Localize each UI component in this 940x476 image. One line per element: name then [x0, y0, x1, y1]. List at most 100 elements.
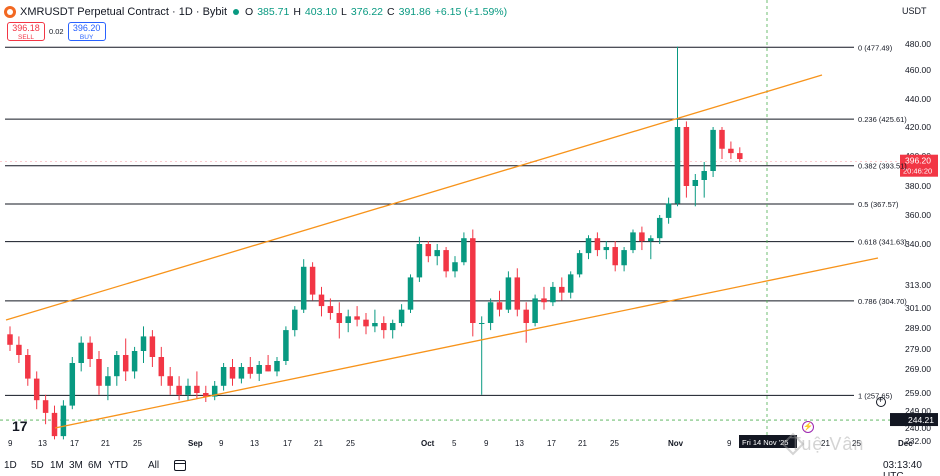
price-axis-label: 289.00 — [905, 323, 931, 333]
candle-body — [603, 247, 610, 251]
time-axis-label: Dec — [898, 439, 913, 448]
symbol-title[interactable]: XMRUSDT Perpetual Contract · 1D · Bybit — [20, 6, 228, 18]
candle-body — [594, 238, 601, 251]
candle-body — [443, 250, 449, 272]
timeframe-5d[interactable]: 5D — [31, 460, 44, 471]
candle-body — [229, 367, 236, 379]
change-value: +6.15 (+1.59%) — [434, 6, 508, 18]
price-axis-label: 232.00 — [905, 436, 931, 446]
lightning-icon[interactable]: ⚡ — [802, 421, 814, 433]
low-value: 376.22 — [350, 6, 384, 18]
candle-body — [274, 361, 280, 372]
price-axis-label: 249.00 — [905, 406, 931, 416]
last-price-text: 396.20 — [905, 156, 931, 166]
candle-body — [105, 376, 111, 386]
candle-body — [345, 316, 351, 323]
candle-body — [550, 286, 556, 303]
candle-body — [336, 313, 343, 323]
timeframe-3m[interactable]: 3M — [69, 460, 83, 471]
time-axis-label: 21 — [101, 439, 110, 448]
candle-body — [211, 385, 218, 397]
fib-level-label: 0.618 (341.63) — [858, 238, 907, 247]
candle-body — [487, 302, 494, 323]
candle-body — [354, 316, 360, 320]
price-axis-label: 340.00 — [905, 239, 931, 249]
candle-body — [265, 365, 271, 372]
calendar-icon[interactable] — [174, 460, 186, 471]
candle-body — [701, 171, 707, 180]
candle-body — [425, 244, 432, 257]
channel-upper-line — [5, 74, 823, 321]
candle-body — [407, 277, 414, 310]
candle-body — [372, 323, 378, 327]
candle-body — [585, 238, 592, 254]
price-axis-label: 360.00 — [905, 210, 931, 220]
timeframe-1m[interactable]: 1M — [50, 460, 64, 471]
buy-label: BUY — [79, 33, 94, 41]
time-axis-label: 25 — [852, 439, 861, 448]
candle-body — [683, 127, 690, 186]
candle-body — [158, 357, 165, 377]
candle-body — [470, 238, 476, 323]
time-axis-label: 13 — [250, 439, 259, 448]
crosshair-price-text: 244.21 — [908, 415, 934, 425]
price-axis-label: 420.00 — [905, 122, 931, 132]
candle-body — [149, 336, 156, 357]
open-value: 385.71 — [257, 6, 290, 18]
candle-body — [140, 336, 147, 351]
time-axis-label: 21 — [314, 439, 323, 448]
utc-clock[interactable]: 03:13:40 UTC — [883, 460, 922, 476]
time-axis-label: 25 — [610, 439, 619, 448]
buy-price: 396.20 — [72, 23, 101, 33]
candle-body — [612, 247, 618, 266]
monero-logo-icon — [4, 6, 16, 18]
fib-level-label: 0.786 (304.70) — [858, 297, 907, 306]
timeframe-1d[interactable]: 1D — [4, 460, 17, 471]
buy-button[interactable]: 396.20 BUY — [67, 22, 106, 41]
time-axis-label: 13 — [38, 439, 47, 448]
timeframe-ytd[interactable]: YTD — [108, 460, 128, 471]
candle-body — [541, 298, 547, 303]
time-axis-label: 17 — [70, 439, 79, 448]
candle-body — [648, 238, 654, 242]
candle-body — [514, 277, 521, 310]
candle-body — [737, 153, 743, 159]
time-axis-label: 9 — [484, 439, 489, 448]
candle-body — [114, 355, 120, 377]
candle-body — [78, 342, 84, 363]
fib-level-label: 0.5 (367.57) — [858, 200, 899, 209]
time-axis-label: 21 — [578, 439, 587, 448]
candle-body — [327, 306, 334, 313]
tradingview-logo[interactable]: 17 — [12, 418, 28, 434]
last-price-badge — [900, 154, 938, 177]
candle-body — [309, 266, 316, 295]
sell-button[interactable]: 396.18 SELL — [7, 22, 45, 41]
low-key: L — [341, 6, 347, 18]
crosshair-price-badge — [890, 413, 938, 427]
candle-body — [167, 376, 173, 386]
price-axis-label: 240.00 — [905, 423, 931, 433]
price-axis-label: 259.00 — [905, 388, 931, 398]
currency-label[interactable]: USDT — [902, 6, 927, 16]
candle-body — [363, 319, 369, 327]
timeframe-all[interactable]: All — [148, 460, 160, 471]
price-axis-label: 301.00 — [905, 303, 931, 313]
candle-body — [389, 323, 396, 331]
candle-body — [381, 323, 387, 331]
candle-body — [710, 129, 716, 171]
candle-body — [185, 385, 191, 395]
trade-buttons: 396.18 SELL 0.02 396.20 BUY — [7, 22, 106, 41]
candle-body — [559, 286, 565, 293]
crosshair-date-text: Fri 14 Nov '25 — [742, 438, 788, 447]
candle-body — [131, 351, 138, 372]
time-axis-label: 5 — [452, 439, 457, 448]
price-axis-label: 380.00 — [905, 181, 931, 191]
candle-body — [69, 363, 76, 406]
price-axis-label: 279.00 — [905, 344, 931, 354]
timeframe-6m[interactable]: 6M — [88, 460, 102, 471]
high-value: 403.10 — [304, 6, 338, 18]
add-alert-icon[interactable] — [876, 395, 886, 407]
candle-body — [96, 359, 102, 386]
